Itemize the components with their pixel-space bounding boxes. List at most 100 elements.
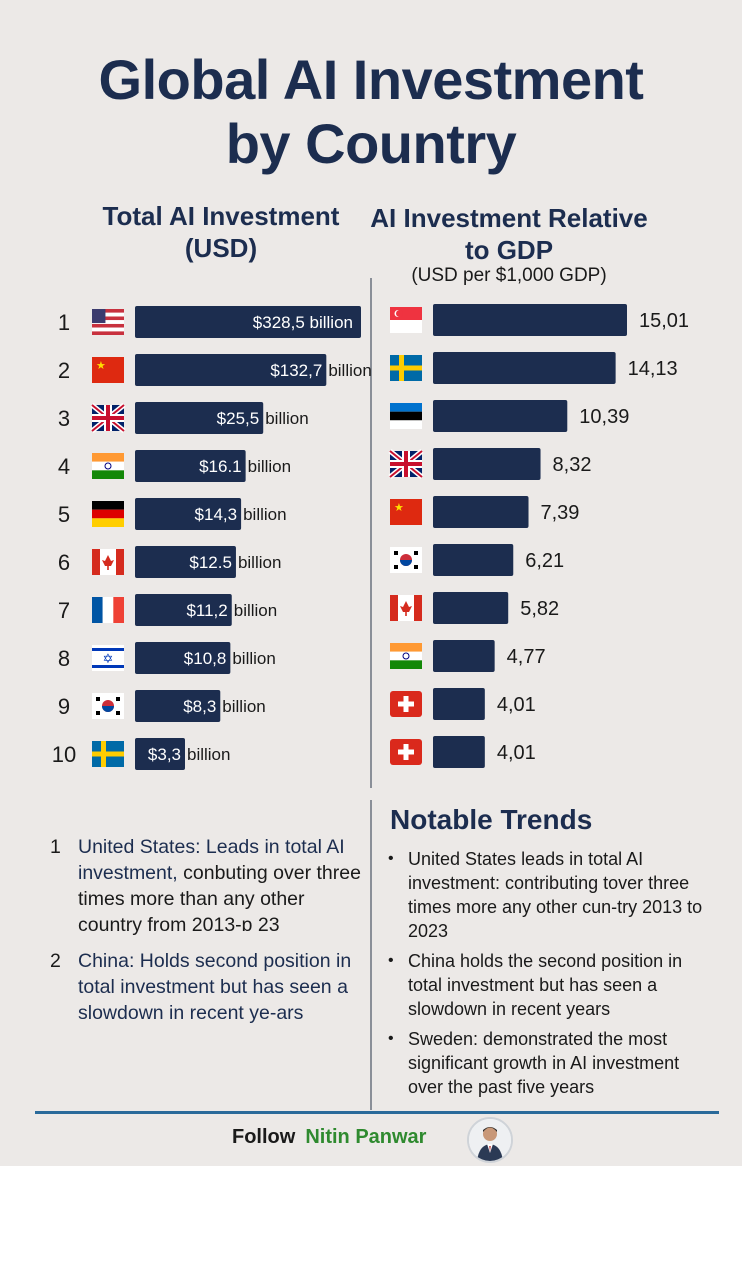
gdp-relative-label: 4,77 [507, 646, 546, 668]
follow-label: Follow [232, 1126, 296, 1148]
total-investment-unit: billion [328, 361, 371, 380]
footer-divider [35, 1111, 719, 1114]
flag-france-icon [92, 597, 124, 623]
column-divider-top [370, 278, 372, 788]
gdp-relative-label: 6,21 [525, 550, 564, 572]
note-item: 2 China: Holds second position in total … [50, 948, 368, 1026]
rank-number: 2 [58, 358, 70, 383]
note-text: China: Holds second position in total in… [78, 948, 368, 1026]
flag-estonia-icon [390, 403, 422, 429]
gdp-relative-bar [433, 592, 509, 624]
flag-united-states-icon [92, 309, 124, 335]
total-investment-bar [135, 690, 221, 722]
trends-title: Notable Trends [390, 804, 593, 835]
trend-text: United States leads in total AI investme… [408, 849, 703, 941]
left-chart-title: Total AI Investment (USD) [70, 200, 372, 264]
title-line-2: by Country [225, 112, 517, 175]
gdp-relative-bar [433, 640, 495, 672]
rank-number: 3 [58, 406, 70, 431]
bullet-icon: • [388, 1030, 394, 1047]
gdp-relative-bar [433, 544, 514, 576]
rank-number: 9 [58, 694, 70, 719]
gdp-relative-label: 7,39 [541, 502, 580, 524]
rank-number: 6 [58, 550, 70, 575]
total-investment-bar [135, 594, 232, 626]
trend-text: China holds the second position in total… [408, 951, 683, 1019]
flag-india-icon [92, 453, 124, 479]
flag-israel-icon: ✡ [92, 645, 124, 671]
gdp-relative-bar [433, 400, 568, 432]
trend-item: • United States leads in total AI invest… [388, 847, 718, 943]
avatar[interactable] [467, 1117, 513, 1163]
total-investment-bar [135, 498, 242, 530]
flag-switzerland-icon [390, 691, 422, 717]
flag-china-icon: ★ [390, 499, 422, 525]
flag-switzerland-icon [390, 739, 422, 765]
note-item: 1 United States: Leads in total AI inves… [50, 834, 368, 938]
rank-number: 1 [58, 310, 70, 335]
note-lead: United States: Leads in total AI investm… [78, 836, 345, 884]
trends-list: • United States leads in total AI invest… [388, 847, 718, 1105]
flag-germany-icon [92, 501, 124, 527]
gdp-relative-label: 10,39 [579, 406, 629, 428]
total-investment-bar [135, 354, 327, 386]
author-name[interactable]: Nitin Panwar [305, 1126, 427, 1148]
total-investment-unit: billion [265, 409, 308, 428]
gdp-relative-bar [433, 304, 627, 336]
flag-canada-icon [92, 549, 124, 575]
flag-canada-icon [390, 595, 422, 621]
gdp-relative-label: 4,01 [497, 742, 536, 764]
total-investment-bar [135, 642, 231, 674]
flag-sweden-icon [92, 741, 124, 767]
gdp-relative-label: 8,32 [553, 454, 592, 476]
total-investment-bar [135, 450, 246, 482]
title-line-1: Global AI Investment [98, 48, 644, 111]
total-investment-unit: billion [243, 505, 286, 524]
total-investment-unit: billion [187, 745, 230, 764]
note-number: 2 [50, 950, 61, 972]
total-investment-label: $14,3 [195, 505, 238, 524]
flag-united-kingdom-icon [388, 449, 424, 479]
total-investment-label: $12.5 [189, 553, 232, 572]
total-investment-unit: billion [234, 601, 277, 620]
gdp-relative-label: 14,13 [628, 358, 678, 380]
total-investment-label: $3,3 [148, 745, 181, 764]
rank-number: 4 [58, 454, 70, 479]
total-investment-unit: billion [238, 553, 281, 572]
note-rest: conbuting over three times more than any… [78, 862, 361, 936]
trend-text: Sweden: demonstrated the most significan… [408, 1029, 680, 1097]
total-investment-unit: billion [232, 649, 275, 668]
total-investment-label: $132,7 [270, 361, 322, 380]
total-investment-label: $328,5 billion [253, 313, 353, 332]
trend-item: • China holds the second position in tot… [388, 949, 718, 1021]
column-divider-bottom [370, 800, 372, 1110]
gdp-relative-label: 15,01 [639, 310, 689, 332]
total-investment-bar [135, 402, 264, 434]
flag-singapore-icon [390, 307, 422, 333]
total-investment-unit: billion [222, 697, 265, 716]
rank-number: 5 [58, 502, 70, 527]
total-investment-unit: billion [248, 457, 291, 476]
svg-text:✡: ✡ [103, 651, 114, 666]
flag-india-icon [390, 643, 422, 669]
gdp-relative-label: 5,82 [520, 598, 559, 620]
total-investment-label: $25,5 [217, 409, 260, 428]
rank-number: 7 [58, 598, 70, 623]
note-lead: China: Holds second position in total in… [78, 950, 352, 1024]
total-investment-bar [135, 738, 185, 770]
svg-text:★: ★ [394, 502, 404, 514]
note-number: 1 [50, 836, 61, 858]
rank-number: 8 [58, 646, 70, 671]
follow-credit[interactable]: Follow Nitin Panwar [232, 1126, 426, 1149]
flag-united-kingdom-icon [90, 403, 126, 433]
right-chart-subtitle: (USD per $1,000 GDP) [411, 265, 607, 286]
gdp-relative-bar [433, 352, 616, 384]
key-notes: 1 United States: Leads in total AI inves… [50, 834, 368, 1036]
right-chart-title: AI Investment Relative to GDP [370, 203, 648, 265]
total-investment-label: $11,2 [186, 601, 227, 620]
trend-item: • Sweden: demonstrated the most signific… [388, 1027, 718, 1099]
total-investment-bar [135, 546, 236, 578]
bullet-icon: • [388, 850, 394, 867]
gdp-relative-bar [433, 496, 529, 528]
left-chart-title-text: Total AI Investment [102, 201, 340, 231]
